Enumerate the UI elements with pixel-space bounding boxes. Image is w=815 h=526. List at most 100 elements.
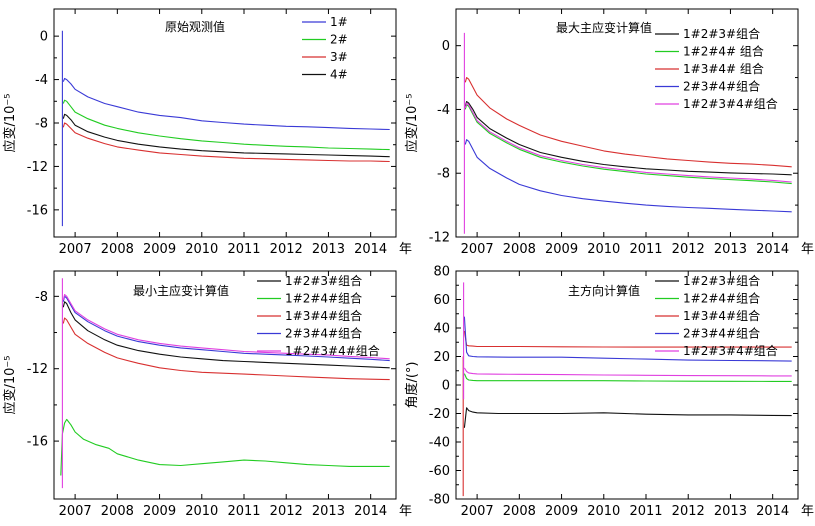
- legend-entry: 1#2#3#组合: [683, 273, 760, 288]
- x-tick-label: 2008: [503, 504, 536, 519]
- y-tick-label: -60: [429, 464, 450, 479]
- y-tick-label: -80: [429, 493, 450, 508]
- y-tick-label: -12: [27, 160, 48, 175]
- x-tick-label: 2013: [312, 242, 345, 257]
- series-group: [61, 30, 390, 227]
- legend-entry: 1#3#4# 组合: [683, 61, 764, 76]
- x-tick-label: 2009: [143, 242, 176, 257]
- x-tick-label: 2012: [672, 242, 705, 257]
- y-axis-label: 应变/10⁻⁵: [2, 356, 18, 415]
- chart-panel-2: 0 -4 -8 -12 2007 2008 2009 2010 2011 2012 2013 2014…: [404, 8, 814, 257]
- x-unit-label: 年: [399, 504, 412, 519]
- series-line-4: [62, 295, 390, 362]
- y-tick-label: -12: [429, 231, 450, 246]
- y-tick-label: 20: [433, 350, 450, 365]
- legend-entry: 1#2#3#4#组合: [683, 343, 778, 358]
- x-tick-label: 2012: [270, 504, 303, 519]
- y-tick-label: -12: [27, 362, 48, 377]
- series-line-2: [463, 373, 792, 382]
- x-tick-label: 2011: [629, 242, 662, 257]
- legend-entry: 1#3#4#组合: [683, 308, 760, 323]
- y-tick-label: -4: [35, 73, 48, 88]
- y-tick-label: 40: [433, 322, 450, 337]
- chart-title: 最大主应变计算值: [556, 20, 652, 35]
- x-tick-label: 2013: [714, 242, 747, 257]
- legend-entry: 4#: [330, 68, 348, 82]
- legend-entry: 1#2#3#4#组合: [285, 343, 380, 358]
- x-tick-label: 2014: [756, 242, 789, 257]
- x-tick-label: 2012: [270, 242, 303, 257]
- y-tick-label: -4: [437, 103, 450, 118]
- legend-entry: 2#3#4#组合: [683, 79, 760, 94]
- legend-entry: 1#2#4#组合: [683, 291, 760, 306]
- legend-entry: 1#2#4# 组合: [683, 44, 764, 59]
- series-line-4: [464, 139, 792, 213]
- series-line-5: [464, 102, 792, 183]
- series-line-1: [463, 407, 792, 428]
- x-tick-label: 2013: [312, 504, 345, 519]
- x-tick-label: 2014: [354, 242, 387, 257]
- x-tick-label: 2011: [629, 504, 662, 519]
- chart-panel-3: -8 -12 -16 2007 2008 2009 2010 2011 2012 2013 2014…: [2, 270, 412, 519]
- y-axis-label: 角度/(°): [404, 361, 420, 408]
- x-tick-label: 2010: [587, 504, 620, 519]
- series-group: [463, 32, 792, 234]
- legend-entry: 1#: [330, 15, 348, 29]
- legend-entry: 2#: [330, 33, 348, 47]
- series-group: [60, 278, 390, 489]
- x-tick-label: 2010: [587, 242, 620, 257]
- y-tick-label: 80: [433, 265, 450, 280]
- chart-title: 主方向计算值: [568, 283, 640, 298]
- legend-entry: 1#2#3#组合: [285, 273, 362, 288]
- y-tick-label: -8: [35, 117, 48, 132]
- y-axis-label: 应变/10⁻⁵: [404, 94, 420, 153]
- chart-title: 原始观测值: [165, 19, 225, 34]
- x-tick-label: 2007: [59, 242, 92, 257]
- series-line-2: [464, 104, 792, 185]
- x-tick-label: 2009: [143, 504, 176, 519]
- x-tick-label: 2010: [185, 242, 218, 257]
- series-line-1: [464, 100, 792, 176]
- x-tick-label: 2014: [756, 504, 789, 519]
- x-tick-label: 2014: [354, 504, 387, 519]
- legend-entry: 1#2#3#4#组合: [683, 96, 778, 111]
- y-tick-label: 0: [442, 379, 450, 394]
- series-line-3: [62, 122, 390, 163]
- series-line-5: [463, 367, 792, 377]
- series-line-4: [62, 113, 390, 158]
- plot-frame: [455, 8, 799, 238]
- legend-entry: 1#2#4#组合: [285, 291, 362, 306]
- series-group: [462, 282, 792, 497]
- series-line-3: [464, 77, 792, 168]
- x-tick-label: 2008: [101, 504, 134, 519]
- y-tick-label: -8: [437, 167, 450, 182]
- x-tick-label: 2008: [101, 242, 134, 257]
- x-tick-label: 2009: [545, 242, 578, 257]
- series-line-5: [62, 293, 390, 360]
- x-tick-label: 2012: [672, 504, 705, 519]
- y-tick-label: -20: [429, 407, 450, 422]
- plot-frame: [53, 270, 397, 500]
- series-line-2: [60, 418, 390, 476]
- series-line-1: [62, 77, 390, 131]
- x-tick-label: 2011: [227, 242, 260, 257]
- y-tick-label: -40: [429, 436, 450, 451]
- legend-entry: 2#3#4#组合: [285, 326, 362, 341]
- chart-title: 最小主应变计算值: [133, 283, 229, 298]
- series-line-2: [62, 99, 390, 151]
- y-tick-label: -8: [35, 290, 48, 305]
- x-tick-label: 2010: [185, 504, 218, 519]
- y-tick-label: 60: [433, 293, 450, 308]
- legend-entry: 3#: [330, 50, 348, 64]
- x-tick-label: 2011: [227, 504, 260, 519]
- series-line-4: [463, 316, 792, 362]
- x-tick-label: 2007: [461, 504, 494, 519]
- series-line-3: [62, 317, 390, 381]
- series-line-1: [62, 301, 390, 369]
- series-line-3: [463, 330, 792, 348]
- y-tick-label: -16: [27, 203, 48, 218]
- x-tick-label: 2007: [461, 242, 494, 257]
- x-tick-label: 2009: [545, 504, 578, 519]
- x-tick-label: 2008: [503, 242, 536, 257]
